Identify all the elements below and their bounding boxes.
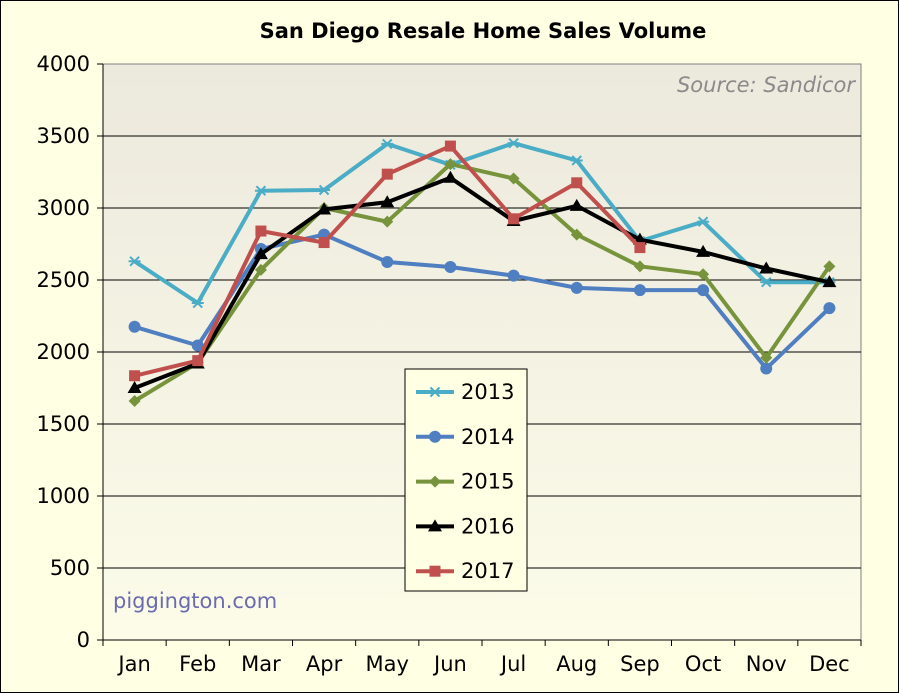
legend-label: 2016: [461, 514, 514, 538]
x-tick-label: Mar: [241, 652, 281, 676]
series-line: [134, 232, 831, 371]
y-tick-label: 2000: [37, 340, 90, 364]
legend-marker: [429, 565, 441, 577]
data-point: [823, 302, 836, 315]
y-tick-label: 0: [77, 628, 90, 652]
legend-item-2013: 2013: [416, 380, 514, 404]
legend-item-2017: 2017: [416, 559, 514, 583]
x-tick-label: Nov: [746, 652, 787, 676]
series-2016: [127, 170, 837, 393]
series-line: [133, 141, 830, 305]
y-tick-label: 2500: [37, 268, 90, 292]
legend-item-2014: 2014: [416, 425, 514, 449]
y-tick-label: 1000: [37, 484, 90, 508]
x-tick-label: Oct: [685, 652, 721, 676]
data-point: [381, 168, 393, 180]
x-tick-label: Jan: [116, 652, 150, 676]
data-point: [444, 158, 457, 171]
data-point: [381, 256, 394, 268]
data-point: [254, 263, 267, 276]
series-layer: [127, 137, 837, 407]
y-tick-label: 3500: [37, 124, 90, 148]
legend-label: 2015: [461, 470, 514, 494]
data-point: [697, 284, 710, 297]
legend-marker: [429, 386, 441, 398]
data-point: [128, 394, 141, 407]
data-point: [318, 184, 331, 196]
y-tick-label: 500: [50, 556, 90, 580]
data-point: [571, 177, 583, 189]
data-point: [191, 297, 204, 309]
x-tick-label: Feb: [179, 652, 216, 676]
data-point: [191, 339, 204, 352]
data-point: [507, 269, 520, 282]
x-tick-label: Dec: [809, 652, 850, 676]
data-point: [380, 195, 395, 208]
legend: 2013 2014 2015 2016 2017: [404, 368, 528, 592]
series-2017: [129, 140, 646, 382]
data-point: [633, 284, 646, 297]
y-axis: 0 500 1000 1500 2000 2500 3000 3500 4000: [37, 52, 104, 652]
y-tick-label: 3000: [37, 196, 90, 220]
x-tick-label: Sep: [620, 652, 660, 676]
data-point: [697, 268, 710, 281]
x-tick-label: Jul: [499, 652, 526, 676]
data-point: [822, 275, 837, 288]
data-point: [633, 260, 646, 273]
data-point: [381, 138, 394, 150]
series-line: [133, 162, 832, 403]
x-tick-label: Aug: [556, 652, 597, 676]
series-line: [133, 175, 830, 390]
data-point: [507, 172, 520, 185]
data-point: [823, 260, 836, 273]
legend-label: 2014: [461, 425, 514, 449]
data-point: [634, 242, 646, 254]
data-point: [570, 155, 583, 166]
data-point: [697, 216, 710, 227]
data-point: [759, 261, 774, 274]
legend-marker: [429, 430, 441, 443]
data-point: [760, 362, 773, 375]
data-point: [507, 137, 520, 149]
data-point: [254, 185, 267, 196]
data-point: [317, 202, 332, 215]
data-point: [760, 276, 773, 288]
x-tick-label: Apr: [306, 652, 343, 676]
source-note: Source: Sandicor: [677, 73, 856, 97]
legend-marker: [429, 475, 441, 488]
x-axis: Jan Feb Mar Apr May Jun Jul Aug Sep Oct Nov Dec: [102, 639, 862, 676]
data-point: [444, 261, 457, 274]
data-point: [318, 237, 330, 249]
data-point: [570, 281, 583, 294]
data-point: [508, 213, 520, 225]
data-point: [444, 140, 456, 152]
data-point: [129, 370, 141, 382]
x-tick-label: Jun: [432, 652, 467, 676]
legend-item-2015: 2015: [416, 470, 514, 494]
chart-title: San Diego Resale Home Sales Volume: [260, 19, 707, 43]
data-point: [443, 170, 458, 183]
watermark-text: piggington.com: [113, 589, 277, 613]
y-tick-label: 4000: [37, 52, 90, 76]
data-point: [381, 215, 394, 228]
data-point: [253, 247, 268, 260]
legend-item-2016: 2016: [416, 514, 514, 538]
data-point: [128, 320, 141, 333]
legend-label: 2013: [461, 380, 514, 404]
data-point: [255, 225, 267, 237]
data-point: [128, 256, 141, 267]
data-point: [570, 228, 583, 241]
data-point: [760, 351, 773, 364]
y-tick-label: 1500: [37, 412, 90, 436]
data-point: [127, 381, 142, 393]
data-point: [696, 244, 711, 257]
legend-label: 2017: [461, 559, 514, 583]
data-point: [569, 198, 584, 211]
data-point: [192, 355, 204, 367]
x-tick-label: May: [366, 652, 409, 676]
legend-marker: [428, 519, 442, 532]
